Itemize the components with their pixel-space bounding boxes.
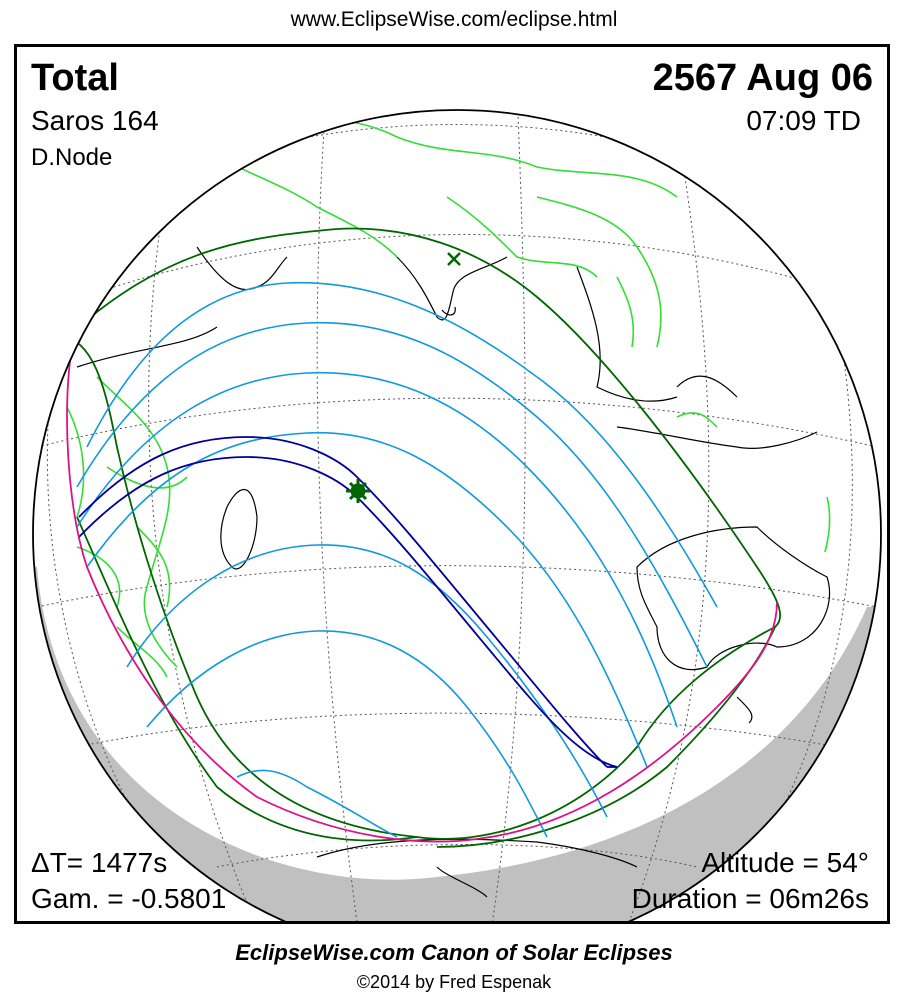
greatest-eclipse-marker (346, 479, 370, 503)
footer-copyright: ©2014 by Fred Espenak (356, 972, 552, 992)
eclipse-time: 07:09 TD (746, 105, 861, 136)
globe-map (32, 109, 882, 921)
continental-borders (66, 117, 831, 678)
totality-duration: Duration = 06m26s (631, 883, 869, 914)
footer-title: EclipseWise.com Canon of Solar Eclipses (235, 940, 673, 965)
night-shade-inner (37, 517, 857, 838)
graticule (36, 110, 878, 921)
night-shade (33, 567, 881, 921)
gamma: Gam. = -0.5801 (31, 883, 227, 914)
coastlines (76, 246, 831, 898)
eclipse-date: 2567 Aug 06 (652, 57, 873, 99)
sunrise-sunset-curve (66, 346, 778, 843)
partial-magnitude-lines (76, 281, 718, 838)
saros-number: Saros 164 (31, 105, 159, 136)
sun-altitude: Altitude = 54° (701, 847, 869, 878)
eclipse-map-frame: Total 2567 Aug 06 Saros 164 07:09 TD D.N… (14, 44, 890, 924)
eclipse-type: Total (31, 57, 119, 99)
node-label: D.Node (31, 144, 113, 171)
source-url: www.EclipseWise.com/eclipse.html (290, 8, 618, 31)
globe-outline (32, 109, 882, 921)
subsolar-point-marker (447, 252, 461, 266)
delta-t: ΔT= 1477s (31, 847, 168, 878)
